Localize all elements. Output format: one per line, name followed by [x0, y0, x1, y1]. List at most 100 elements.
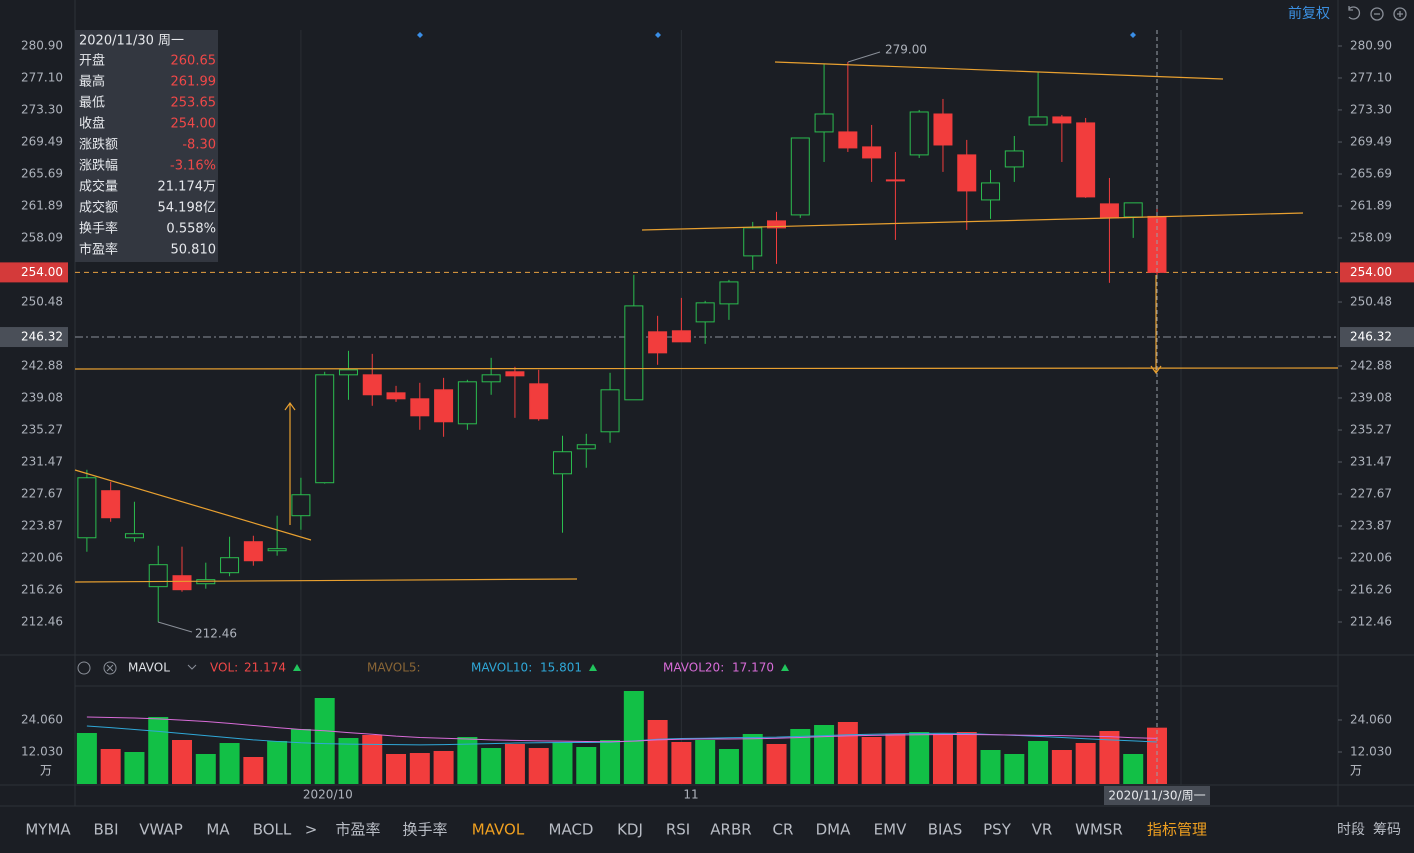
candle-body [719, 281, 739, 305]
volume-bar [195, 753, 216, 784]
trend-icon [293, 664, 301, 671]
volume-bar [766, 743, 787, 784]
trend-line [74, 578, 578, 583]
y-tick-label: 231.47 [1350, 455, 1392, 469]
indicator-tab[interactable]: MYMA [25, 821, 71, 839]
volume-bar [885, 733, 906, 784]
volume-bar [504, 743, 525, 784]
price-label: 246.32 [21, 330, 63, 344]
price-label-box [0, 327, 68, 348]
info-panel: 2020/11/30 周一 开盘 260.65 最高 261.99 最低 253.65 收盘… [75, 30, 218, 262]
indicator-tab[interactable]: WMSR [1075, 821, 1123, 839]
volume-bar [814, 724, 835, 784]
candle-body [767, 220, 787, 229]
y-tick-label: 269.49 [1350, 135, 1392, 149]
y-tick-label: 265.69 [21, 167, 63, 181]
y-tick-label: 265.69 [1350, 167, 1392, 181]
indicator-tab[interactable]: CR [773, 821, 794, 839]
price-label: 246.32 [1350, 330, 1392, 344]
indicator-tab[interactable]: EMV [874, 821, 907, 839]
candle-body [267, 548, 287, 552]
volume-bar [980, 750, 1001, 784]
candle-body [77, 477, 97, 539]
indicator-tab[interactable]: 市盈率 [335, 821, 380, 839]
candle-body [457, 381, 477, 425]
info-value: 260.65 [171, 54, 217, 69]
indicator-tab[interactable]: 换手率 [402, 821, 447, 839]
volume-bar [600, 740, 621, 784]
volume-bar [1099, 731, 1120, 784]
panel-tab[interactable]: 筹码 [1373, 821, 1401, 838]
candle-body [529, 383, 549, 420]
zoom-out-icon[interactable] [1370, 7, 1384, 21]
high-annotation: 279.00 [885, 43, 927, 57]
indicator-name[interactable]: MAVOL [128, 661, 170, 675]
y-tick-label: 227.67 [1350, 486, 1392, 500]
indicator-tab[interactable]: BBI [93, 821, 118, 839]
price-label: 254.00 [21, 265, 63, 279]
info-value: 50.810 [171, 243, 217, 258]
y-tick-label: 261.89 [21, 198, 63, 212]
volume-bar [124, 751, 145, 784]
info-label: 成交额 [79, 200, 118, 216]
indicator-tab[interactable]: MACD [549, 821, 594, 839]
candle-body [885, 179, 905, 182]
reset-icon[interactable] [1348, 6, 1361, 20]
indicator-tab[interactable]: 指标管理 [1147, 821, 1207, 839]
arrow [1150, 275, 1162, 375]
dropdown-icon[interactable] [187, 664, 197, 670]
candle-body [957, 154, 977, 192]
info-label: 换手率 [79, 221, 118, 237]
volume-bar [790, 728, 811, 784]
indicator-tab[interactable]: PSY [983, 821, 1012, 839]
event-marker[interactable] [1130, 32, 1136, 38]
y-tick-label: 220.06 [1350, 551, 1392, 565]
indicator-tab[interactable]: BOLL [253, 821, 292, 839]
event-marker[interactable] [417, 32, 423, 38]
settings-icon[interactable] [77, 661, 91, 675]
indicator-tab[interactable]: MAVOL [472, 821, 525, 839]
candle-body [434, 389, 454, 423]
trend-line [774, 61, 1224, 80]
candle-body [933, 113, 953, 146]
candle-body [1099, 203, 1119, 219]
y-tick-label: 212.46 [1350, 615, 1392, 629]
low-annotation: 212.46 [195, 627, 237, 641]
indicator-tab[interactable]: ARBR [710, 821, 751, 839]
candle-body [576, 444, 596, 450]
panel-tab[interactable]: 时段 [1337, 822, 1365, 838]
indicator-tab[interactable]: MA [206, 821, 230, 839]
indicator-tab[interactable]: > [305, 821, 318, 839]
candle-body [505, 371, 525, 377]
close-icon[interactable] [103, 661, 117, 675]
indicator-tab[interactable]: DMA [816, 821, 851, 839]
candle-body [862, 146, 882, 159]
indicator-tab[interactable]: VWAP [139, 821, 183, 839]
volume-bar [647, 719, 668, 784]
y-tick-label: 231.47 [21, 455, 63, 469]
event-markers [417, 32, 1136, 38]
indicator-tab[interactable]: BIAS [928, 821, 963, 839]
candle-body [671, 330, 691, 343]
candle-body [981, 182, 1001, 201]
y-tick-label: 280.90 [1350, 38, 1392, 52]
volume-bar [433, 750, 454, 784]
candle-body [909, 111, 929, 156]
y-tick-label: 223.87 [21, 518, 63, 532]
y-tick-label: 242.88 [21, 358, 63, 372]
candle-body [101, 490, 121, 519]
y-tick-label: 235.27 [1350, 423, 1392, 437]
candle-body [243, 541, 263, 562]
info-value: -8.30 [182, 138, 216, 153]
indicator-tab[interactable]: VR [1032, 821, 1053, 839]
zoom-in-icon[interactable] [1393, 7, 1407, 21]
volume-bar [837, 721, 858, 784]
event-marker[interactable] [655, 32, 661, 38]
info-value: 21.174万 [158, 180, 217, 195]
indicator-tab[interactable]: RSI [666, 821, 690, 839]
indicator-tab[interactable]: KDJ [617, 821, 643, 839]
trend-icon [589, 664, 597, 671]
volume-bar [1051, 750, 1072, 784]
y-tick-label: 250.48 [1350, 295, 1392, 309]
adjust-toggle[interactable]: 前复权 [1288, 5, 1330, 22]
